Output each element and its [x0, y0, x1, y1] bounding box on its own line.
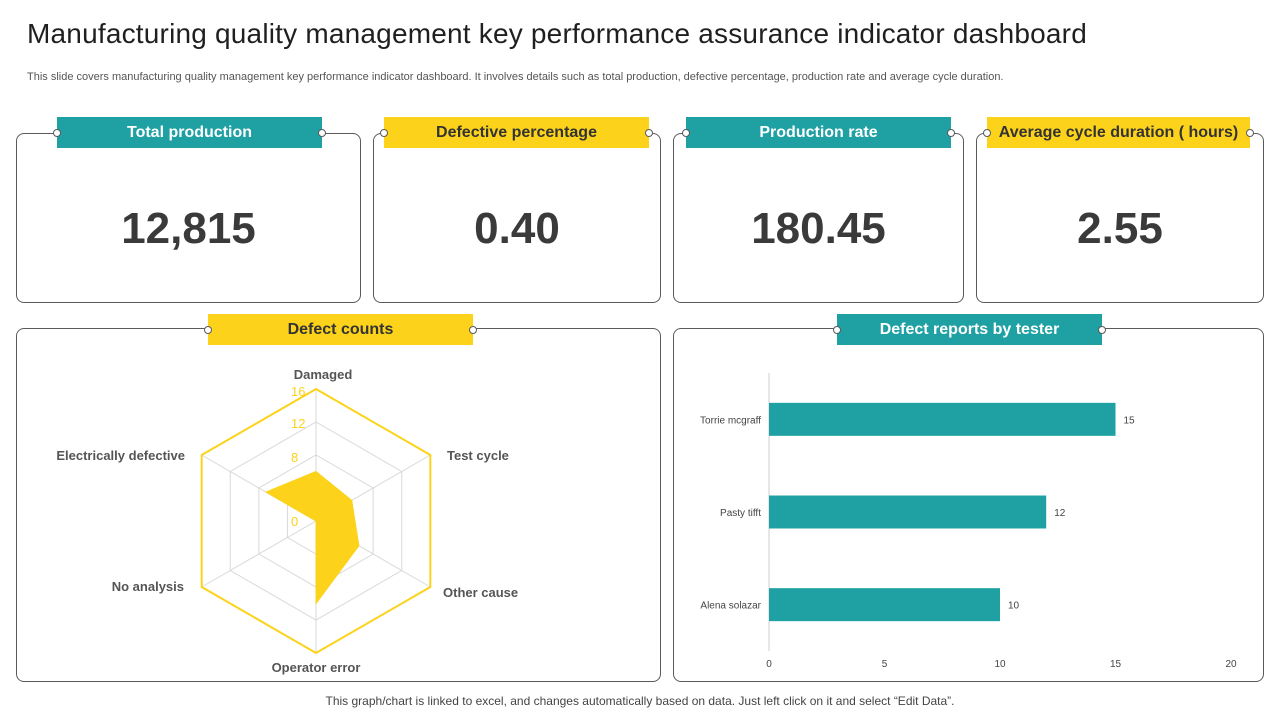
defect-counts-panel: 16 12 8 0 Damaged Test cycle Other cause Operat… — [16, 328, 661, 682]
page-subtitle: This slide covers manufacturing quality … — [27, 71, 1004, 83]
bar-x-tick-label: 15 — [1110, 659, 1122, 670]
radar-category-label: Operator error — [272, 660, 361, 675]
kpi-label-total-production: Total production — [53, 117, 326, 148]
kpi-value-defective-percentage: 0.40 — [474, 204, 560, 253]
bar-value-label: 15 — [1124, 415, 1136, 426]
bar-category-label: Pasty tifft — [720, 508, 761, 519]
bar-1 — [769, 402, 1116, 436]
radar-tick-label: 12 — [291, 416, 305, 431]
kpi-card-production-rate: 180.45 — [673, 133, 964, 303]
radar-category-label: Test cycle — [447, 448, 509, 463]
radar-tick-label: 0 — [291, 514, 298, 529]
radar-category-label: Electrically defective — [56, 448, 185, 463]
kpi-card-average-cycle-duration: 2.55 — [976, 133, 1264, 303]
kpi-card-total-production: 12,815 — [16, 133, 361, 303]
bar-x-tick-label: 10 — [994, 659, 1006, 670]
radar-tick-label: 8 — [291, 450, 298, 465]
bar-value-label: 10 — [1008, 601, 1020, 612]
kpi-label-average-cycle-duration: Average cycle duration ( hours) — [983, 117, 1254, 148]
kpi-label-defective-percentage: Defective percentage — [380, 117, 653, 148]
bar-x-tick-label: 20 — [1225, 659, 1237, 670]
kpi-value-total-production: 12,815 — [121, 204, 256, 253]
kpi-label-production-rate: Production rate — [682, 117, 955, 148]
radar-series-max — [200, 387, 432, 655]
bar-x-tick-label: 5 — [882, 659, 888, 670]
radar-category-label: No analysis — [112, 579, 184, 594]
footer-note: This graph/chart is linked to excel, and… — [325, 694, 955, 708]
radar-category-label: Damaged — [294, 367, 353, 382]
bar-value-label: 12 — [1054, 508, 1066, 519]
page-title: Manufacturing quality management key per… — [27, 18, 1087, 49]
bar-3 — [769, 588, 1000, 622]
kpi-card-defective-percentage: 0.40 — [373, 133, 661, 303]
defect-reports-title: Defect reports by tester — [833, 314, 1106, 345]
defect-counts-title: Defect counts — [204, 314, 477, 345]
kpi-value-production-rate: 180.45 — [751, 204, 886, 253]
bar-x-tick-label: 0 — [766, 659, 772, 670]
bar-category-label: Torrie mcgraff — [700, 415, 761, 426]
radar-series-defects — [264, 470, 360, 606]
bar-2 — [769, 495, 1047, 529]
bar-category-label: Alena solazar — [700, 601, 761, 612]
kpi-value-average-cycle-duration: 2.55 — [1077, 204, 1163, 253]
defect-counts-radar-chart: 16 12 8 0 Damaged Test cycle Other cause Operat… — [56, 367, 518, 675]
radar-spoke — [201, 520, 317, 588]
defect-reports-panel: 0 5 10 15 20 Torrie mcgraff 15 Pasty tifft 12 Ale… — [673, 328, 1264, 682]
defect-reports-bar-chart: 0 5 10 15 20 Torrie mcgraff 15 Pasty tifft 12 Ale… — [700, 373, 1237, 670]
radar-category-label: Other cause — [443, 585, 518, 600]
radar-tick-label: 16 — [291, 384, 305, 399]
